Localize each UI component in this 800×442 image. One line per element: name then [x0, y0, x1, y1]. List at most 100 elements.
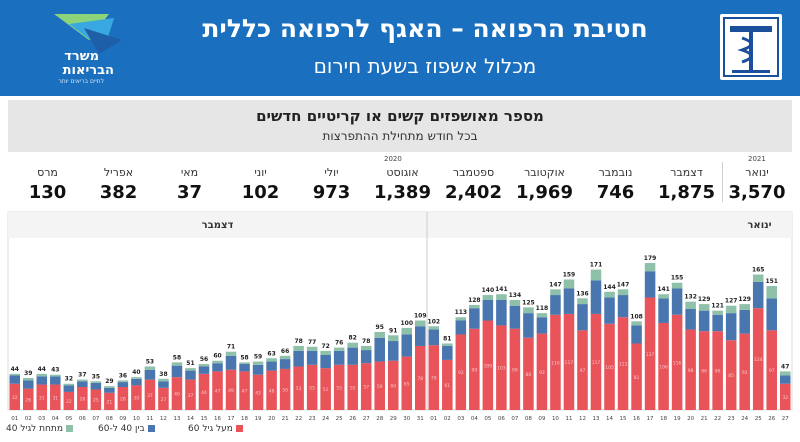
bar-segment-label: 59	[377, 384, 383, 390]
month-value: 3,570	[728, 182, 786, 203]
bar-segment	[415, 320, 426, 327]
x-tick-label: 07	[511, 416, 518, 422]
bar-segment-label: 98	[688, 368, 694, 374]
bar-total-label: 51	[186, 360, 194, 367]
bar-total-label: 37	[78, 372, 86, 379]
bar-segment	[360, 345, 372, 351]
panel-label-december: דצמבר	[202, 220, 234, 231]
bar-total-label: 141	[495, 286, 508, 293]
month-value: 746	[596, 182, 635, 203]
bar-total-label: 71	[227, 344, 235, 351]
bar-segment-label: 85	[728, 373, 734, 379]
bar-segment	[185, 379, 196, 410]
x-tick-label: 02	[25, 416, 32, 422]
bar-segment	[496, 299, 507, 326]
bar-segment-label: 44	[201, 390, 207, 396]
legend-swatch	[65, 425, 73, 432]
bar-segment-label: 105	[605, 365, 614, 371]
bar-segment	[428, 345, 440, 410]
bar-total-label: 144	[603, 284, 616, 291]
bar-segment-label: 99	[471, 367, 477, 373]
bar-segment	[185, 370, 196, 380]
bar-segment	[766, 286, 777, 299]
month-name: מרס	[37, 166, 58, 179]
month-value: 382	[99, 182, 138, 203]
bar-segment-label: 37	[147, 393, 153, 399]
bar-segment	[644, 297, 656, 410]
month-name: ינואר	[745, 166, 769, 179]
year-label-2021: 2021	[748, 155, 766, 163]
bar-segment	[50, 374, 61, 377]
bar-segment	[90, 389, 102, 410]
bar-segment	[266, 370, 277, 410]
bar-segment-label: 51	[323, 387, 329, 393]
bar-segment	[644, 263, 656, 272]
bar-total-label: 147	[549, 281, 562, 288]
bar-segment	[90, 381, 102, 383]
bar-segment-label: 32	[782, 395, 788, 401]
bar-segment	[442, 359, 453, 410]
bar-segment-label: 137	[646, 352, 655, 358]
bar-segment	[117, 380, 129, 383]
bar-segment	[333, 350, 345, 365]
bar-segment	[523, 337, 534, 410]
bar-segment	[158, 378, 169, 382]
bar-total-label: 36	[119, 372, 127, 379]
bar-segment	[387, 341, 399, 361]
bar-segment	[36, 373, 48, 377]
bar-segment	[415, 326, 426, 346]
bar-segment	[577, 330, 588, 410]
bar-segment	[117, 387, 129, 410]
bar-segment	[104, 392, 115, 410]
bar-total-label: 58	[240, 354, 248, 361]
x-tick-label: 26	[349, 416, 356, 422]
bar-segment	[239, 364, 250, 372]
bar-total-label: 38	[159, 371, 167, 378]
bar-total-label: 60	[213, 353, 221, 360]
x-tick-label: 08	[106, 416, 113, 422]
bar-segment	[9, 375, 21, 384]
bar-total-label: 118	[536, 305, 549, 312]
page-subtitle: מכלול אשפוז בשעת חירום	[313, 54, 537, 78]
bar-segment	[266, 361, 277, 371]
bar-segment-label: 103	[497, 366, 506, 372]
bar-segment	[604, 323, 615, 410]
bar-segment	[482, 295, 494, 300]
bar-total-label: 108	[630, 313, 643, 320]
bar-segment	[90, 382, 102, 390]
bar-total-label: 66	[281, 348, 289, 355]
bar-segment	[225, 351, 237, 356]
x-tick-label: 29	[390, 416, 397, 422]
bar-segment	[509, 299, 521, 306]
x-tick-label: 05	[65, 416, 72, 422]
daily-stacked-bar-chart: דצמבר ינואר 32 44 01 26 39 02 31 44 03 31 43 04 22 32 05…	[7, 211, 793, 422]
x-tick-label: 25	[336, 416, 343, 422]
legend-label: מעל גיל 60	[188, 424, 233, 434]
summary-band: מספר מאושפזים קשים או קריטיים חדשים בכל …	[8, 100, 792, 152]
bar-segment	[198, 364, 210, 367]
bar-segment	[536, 317, 548, 334]
bar-total-label: 63	[267, 350, 275, 357]
bar-total-label: 32	[65, 376, 73, 383]
month-name: אוגוסט	[386, 166, 419, 179]
bar-total-label: 78	[294, 338, 302, 345]
bar-segment-label: 53	[296, 386, 302, 392]
legend-item-40to60: בין 40 ל-60	[98, 424, 155, 434]
bar-total-label: 113	[455, 309, 468, 316]
bar-segment	[698, 331, 710, 410]
bar-segment	[455, 317, 467, 321]
bar-segment	[536, 333, 548, 410]
bar-segment	[469, 328, 480, 410]
bar-segment-label: 116	[551, 360, 560, 366]
bar-segment	[185, 368, 196, 371]
bar-segment	[212, 371, 223, 410]
bar-total-label: 58	[173, 354, 181, 361]
x-tick-label: 22	[714, 416, 721, 422]
bar-segment	[617, 289, 629, 296]
bar-segment	[387, 360, 399, 410]
bar-segment-label: 32	[12, 395, 18, 401]
bar-total-label: 100	[400, 320, 413, 327]
bar-total-label: 78	[362, 338, 370, 345]
x-tick-label: 28	[376, 416, 383, 422]
bar-segment	[320, 368, 331, 410]
